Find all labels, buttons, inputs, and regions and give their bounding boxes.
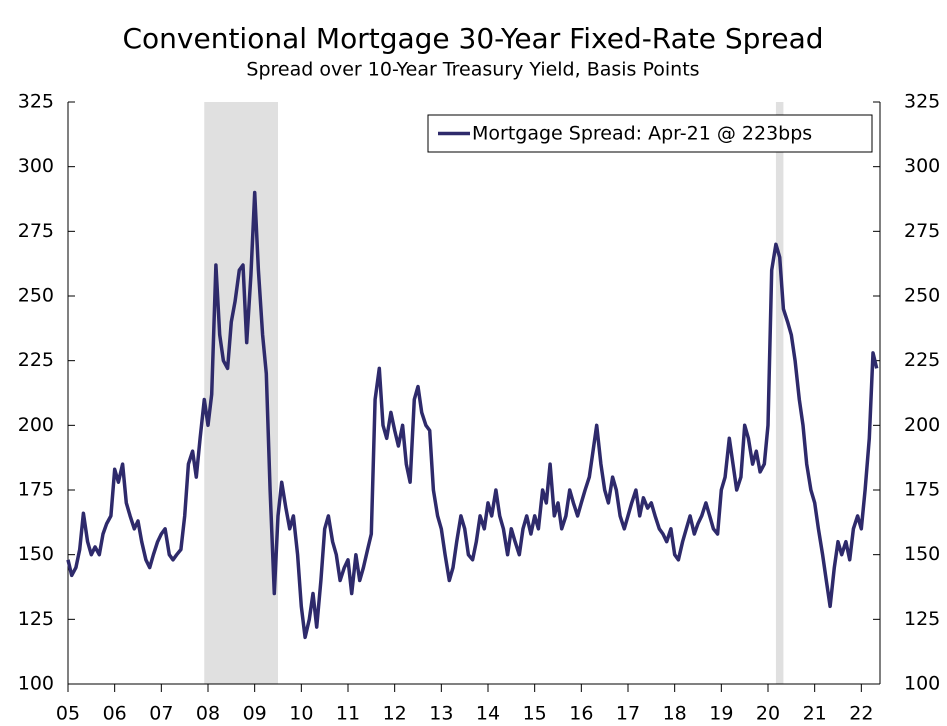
- y2-tick-label: 175: [904, 479, 940, 501]
- x-tick-label: 15: [523, 703, 547, 725]
- x-tick-label: 06: [103, 703, 127, 725]
- y-tick-label: 250: [18, 285, 54, 307]
- y-tick-label: 175: [18, 479, 54, 501]
- x-tick-label: 07: [149, 703, 173, 725]
- legend-label: Mortgage Spread: Apr-21 @ 223bps: [472, 123, 812, 145]
- y2-tick-label: 250: [904, 285, 940, 307]
- x-tick-label: 13: [429, 703, 453, 725]
- x-tick-label: 21: [803, 703, 827, 725]
- y-tick-label: 100: [18, 673, 54, 695]
- y2-tick-label: 225: [904, 349, 940, 371]
- x-tick-label: 09: [243, 703, 267, 725]
- x-tick-label: 05: [56, 703, 80, 725]
- x-tick-label: 10: [289, 703, 313, 725]
- y2-tick-label: 125: [904, 608, 940, 630]
- x-tick-label: 08: [196, 703, 220, 725]
- x-tick-label: 18: [663, 703, 687, 725]
- x-tick-label: 14: [476, 703, 500, 725]
- chart-title: Conventional Mortgage 30-Year Fixed-Rate…: [122, 22, 823, 55]
- x-tick-label: 12: [383, 703, 407, 725]
- y2-tick-label: 300: [904, 155, 940, 177]
- x-tick-label: 17: [616, 703, 640, 725]
- y2-tick-label: 150: [904, 543, 940, 565]
- y-tick-label: 200: [18, 414, 54, 436]
- y2-tick-label: 200: [904, 414, 940, 436]
- x-tick-label: 19: [709, 703, 733, 725]
- x-tick-label: 20: [756, 703, 780, 725]
- chart-subtitle: Spread over 10-Year Treasury Yield, Basi…: [246, 59, 699, 81]
- x-tick-label: 22: [849, 703, 873, 725]
- y-tick-label: 225: [18, 349, 54, 371]
- y-tick-label: 325: [18, 91, 54, 113]
- y-tick-label: 275: [18, 220, 54, 242]
- legend-box: [427, 114, 873, 153]
- y2-tick-label: 100: [904, 673, 940, 695]
- y-tick-label: 125: [18, 608, 54, 630]
- y2-tick-label: 275: [904, 220, 940, 242]
- y-tick-label: 150: [18, 543, 54, 565]
- y2-tick-label: 325: [904, 91, 940, 113]
- series-line: [66, 190, 879, 640]
- x-tick-label: 11: [336, 703, 360, 725]
- recession-band: [775, 102, 784, 684]
- y-tick-label: 300: [18, 155, 54, 177]
- x-tick-label: 16: [569, 703, 593, 725]
